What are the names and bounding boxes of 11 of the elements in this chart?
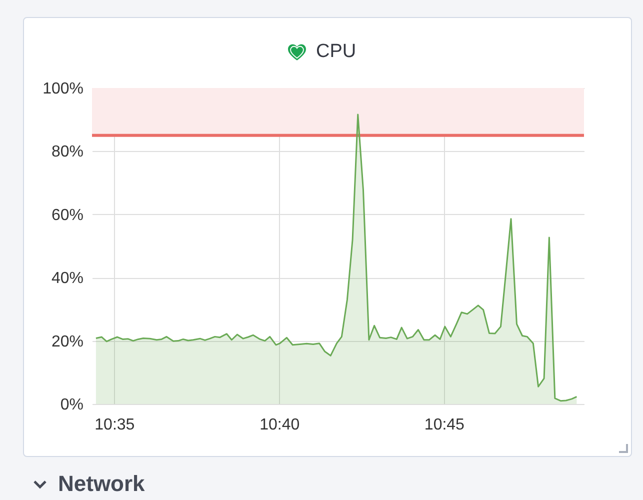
x-tick-label: 10:35 — [94, 416, 135, 434]
chart-title: CPU — [316, 41, 356, 63]
x-tick-label: 10:45 — [424, 416, 465, 434]
y-tick-label: 80% — [51, 144, 84, 161]
text: Network — [58, 471, 145, 496]
y-tick-label: 20% — [51, 333, 84, 350]
y-tick-label: 40% — [51, 270, 84, 288]
y-tick-label: 100% — [42, 80, 84, 98]
x-tick-label: 10:40 — [260, 416, 300, 434]
y-tick-label: 60% — [51, 206, 84, 224]
y-tick-label: 0% — [60, 396, 84, 414]
